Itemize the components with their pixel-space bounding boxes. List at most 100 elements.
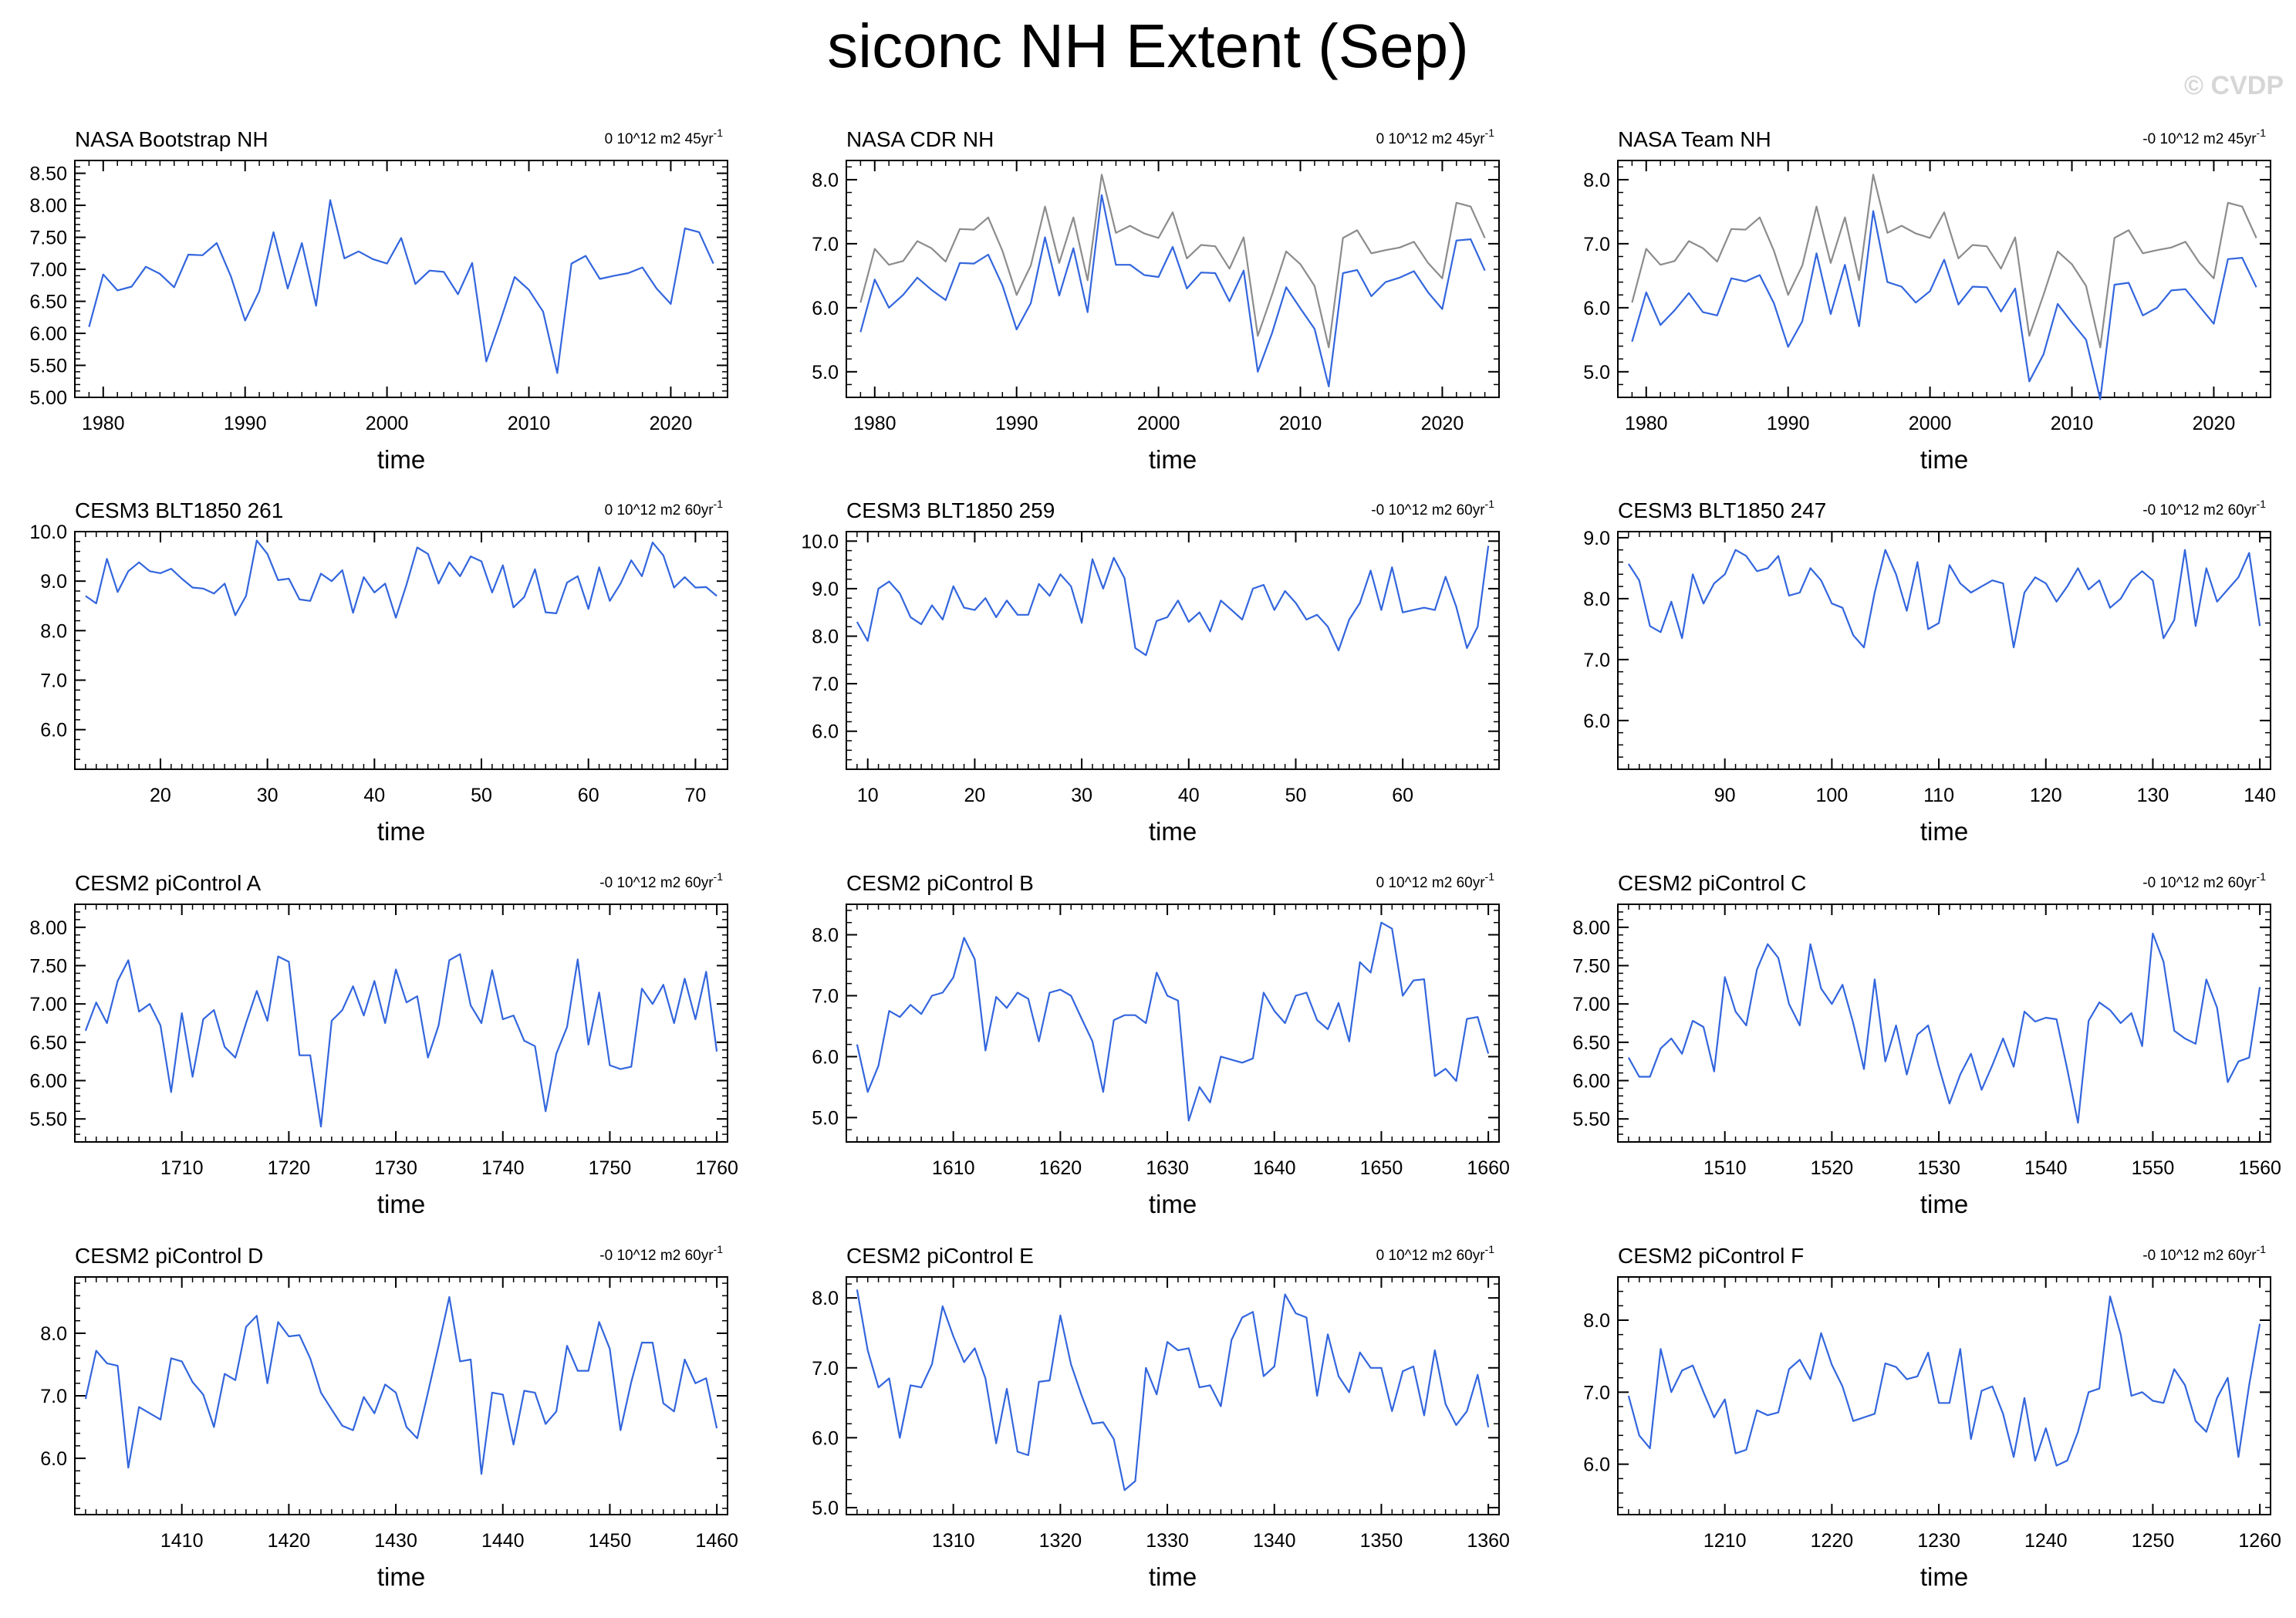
x-tick-label: 100 [1816, 785, 1849, 806]
x-tick-label: 1730 [374, 1157, 417, 1179]
x-tick-label: 110 [1923, 785, 1954, 806]
panel-7: 1710 1720 1730 1740 1750 1760 5.50 6.00 6.50 7.00… [29, 870, 738, 1218]
x-tick-label: 2020 [650, 413, 693, 434]
trend-label: -0 10^12 m2 60yr-1 [1371, 498, 1494, 519]
y-tick-label: 6.0 [1583, 298, 1610, 319]
y-tick-label: 7.00 [29, 259, 67, 281]
x-axis-label: time [377, 1190, 425, 1218]
y-tick-label: 8.0 [1583, 589, 1610, 610]
y-tick-label: 7.0 [812, 1358, 839, 1380]
x-tick-label: 2010 [508, 413, 551, 434]
x-tick-label: 1620 [1039, 1157, 1082, 1179]
panel-title: CESM2 piControl B [846, 871, 1034, 895]
y-tick-label: 7.0 [1583, 234, 1610, 255]
y-tick-label: 7.0 [40, 671, 67, 692]
panel-title: NASA CDR NH [846, 127, 994, 151]
x-tick-label: 1760 [695, 1157, 738, 1179]
x-tick-label: 60 [1392, 785, 1413, 806]
y-tick-label: 5.50 [1572, 1109, 1610, 1130]
trend-label: -0 10^12 m2 60yr-1 [2142, 498, 2266, 519]
x-tick-label: 1310 [932, 1530, 975, 1552]
x-tick-label: 1650 [1360, 1157, 1403, 1179]
plot-frame [74, 1276, 728, 1515]
y-tick-label: 7.00 [29, 994, 67, 1015]
x-tick-label: 70 [684, 785, 706, 806]
y-tick-label: 6.0 [812, 721, 839, 743]
y-tick-label: 6.00 [29, 323, 67, 345]
x-tick-label: 1710 [160, 1157, 204, 1179]
plot-frame [1617, 904, 2271, 1143]
y-tick-label: 6.0 [1583, 711, 1610, 732]
x-tick-label: 50 [1285, 785, 1307, 806]
x-tick-label: 1980 [82, 413, 125, 434]
series-line [1631, 210, 2257, 400]
x-tick-label: 130 [2137, 785, 2169, 806]
y-tick-label: 7.00 [1572, 994, 1610, 1015]
series-line [859, 194, 1486, 387]
y-tick-label: 8.0 [1583, 1310, 1610, 1332]
y-tick-label: 6.0 [812, 1427, 839, 1449]
trend-label: 0 10^12 m2 45yr-1 [605, 127, 724, 147]
panel-11: 1310 1320 1330 1340 1350 1360 5.0 6.0 7.0 8.0 CESM… [812, 1243, 1510, 1591]
panel-title: CESM2 piControl A [75, 871, 262, 895]
x-tick-label: 1520 [1811, 1157, 1854, 1179]
x-tick-label: 1530 [1917, 1157, 1960, 1179]
panel-10: 1410 1420 1430 1440 1450 1460 6.0 7.0 8.0 CESM2 p… [40, 1243, 738, 1591]
x-tick-label: 1540 [2024, 1157, 2068, 1179]
observed-reference-line [1631, 174, 2257, 349]
panel-title: CESM2 piControl E [846, 1244, 1034, 1268]
x-axis-label: time [1149, 817, 1197, 846]
y-tick-label: 9.0 [812, 579, 839, 600]
y-tick-label: 6.0 [40, 720, 67, 741]
y-tick-label: 10.0 [29, 522, 67, 543]
trend-label: 0 10^12 m2 45yr-1 [1376, 127, 1495, 147]
x-tick-label: 1460 [695, 1530, 738, 1552]
x-tick-label: 1250 [2132, 1530, 2175, 1552]
y-tick-label: 7.0 [40, 1386, 67, 1407]
x-tick-label: 1990 [224, 413, 267, 434]
panel-title: CESM3 BLT1850 247 [1618, 498, 1826, 522]
x-tick-label: 1980 [853, 413, 896, 434]
x-tick-label: 1750 [589, 1157, 632, 1179]
x-axis-label: time [1920, 445, 1968, 474]
trend-label: -0 10^12 m2 60yr-1 [2142, 870, 2266, 891]
x-axis-label: time [377, 817, 425, 846]
x-axis-label: time [1149, 445, 1197, 474]
x-axis-label: time [1920, 1562, 1968, 1591]
x-tick-label: 1510 [1703, 1157, 1747, 1179]
panel-8: 1610 1620 1630 1640 1650 1660 5.0 6.0 7.0 8.0 CESM… [812, 870, 1510, 1218]
x-tick-label: 2000 [366, 413, 409, 434]
chart-title: siconc NH Extent (Sep) [827, 12, 1469, 80]
trend-label: 0 10^12 m2 60yr-1 [1376, 870, 1495, 891]
trend-label: -0 10^12 m2 60yr-1 [599, 1243, 723, 1264]
plot-frame [74, 531, 728, 770]
trend-label: -0 10^12 m2 60yr-1 [599, 870, 723, 891]
x-tick-label: 20 [964, 785, 986, 806]
x-tick-label: 1740 [481, 1157, 525, 1179]
x-tick-label: 140 [2244, 785, 2276, 806]
x-axis-label: time [1920, 817, 1968, 846]
watermark: © CVDP [2184, 71, 2284, 100]
panel-title: CESM3 BLT1850 261 [75, 498, 283, 522]
panel-1: 1980 1990 2000 2010 2020 5.00 5.50 6.00 6.50 7.00… [29, 127, 728, 474]
series-line [1627, 932, 2261, 1124]
series-line [88, 199, 714, 374]
x-tick-label: 2000 [1137, 413, 1180, 434]
y-tick-label: 7.0 [1583, 1382, 1610, 1404]
x-tick-label: 10 [857, 785, 879, 806]
y-tick-label: 8.00 [29, 195, 67, 217]
y-tick-label: 5.0 [1583, 362, 1610, 383]
series-line [1627, 549, 2261, 649]
y-tick-label: 5.0 [812, 1107, 839, 1129]
plot-frame [846, 904, 1500, 1143]
y-tick-label: 6.0 [812, 298, 839, 319]
x-tick-label: 50 [471, 785, 492, 806]
panel-title: CESM2 piControl D [75, 1244, 263, 1268]
y-tick-label: 7.0 [1583, 650, 1610, 671]
x-tick-label: 1430 [374, 1530, 417, 1552]
y-tick-label: 8.0 [812, 924, 839, 946]
x-tick-label: 1440 [481, 1530, 525, 1552]
y-tick-label: 7.0 [812, 234, 839, 255]
trend-label: -0 10^12 m2 45yr-1 [2142, 127, 2266, 147]
